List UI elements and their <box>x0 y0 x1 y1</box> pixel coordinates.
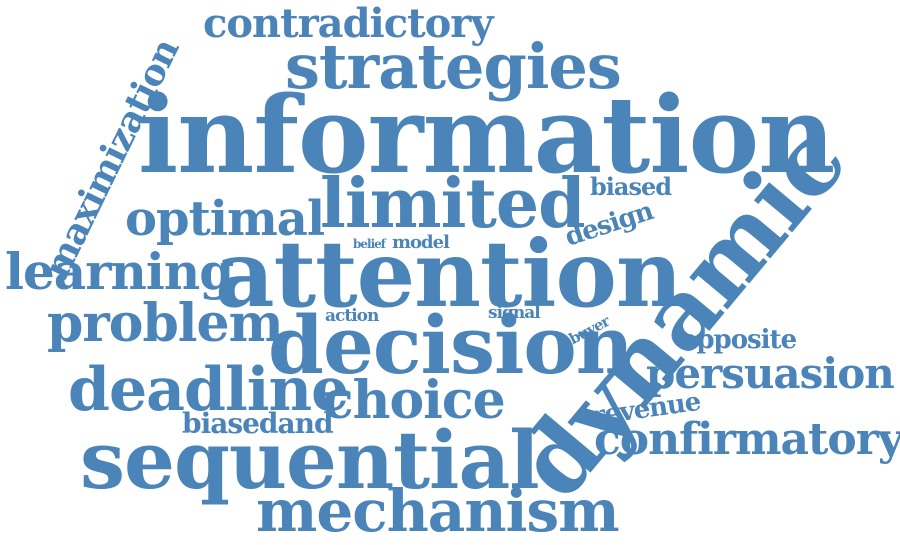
word-strategies: strategies <box>285 30 622 103</box>
word-biasedand: biasedand <box>182 407 334 440</box>
word-mechanism: mechanism <box>256 477 620 545</box>
word-contradictory: contradictory <box>203 0 494 47</box>
word-confirmatory: confirmatory <box>594 414 900 465</box>
word-signal: signal <box>488 303 541 323</box>
word-information: information <box>138 72 835 197</box>
word-deadline: deadline <box>68 355 349 425</box>
word-model: model <box>392 232 450 253</box>
word-optimal: optimal <box>125 191 325 247</box>
word-sequential: sequential <box>80 413 540 507</box>
word-biased: biased <box>590 172 672 201</box>
word-action: action <box>325 306 379 326</box>
word-decision: decision <box>268 298 634 392</box>
word-attention: attention <box>215 220 683 328</box>
word-persuasion: persuasion <box>646 349 895 398</box>
word-learning: learning <box>5 242 234 301</box>
word-belief: belief <box>353 237 386 251</box>
word-opposite: opposite <box>680 325 797 355</box>
word-limited: limited <box>320 164 586 244</box>
word-choice: choice <box>322 370 506 431</box>
word-problem: problem <box>47 293 284 354</box>
